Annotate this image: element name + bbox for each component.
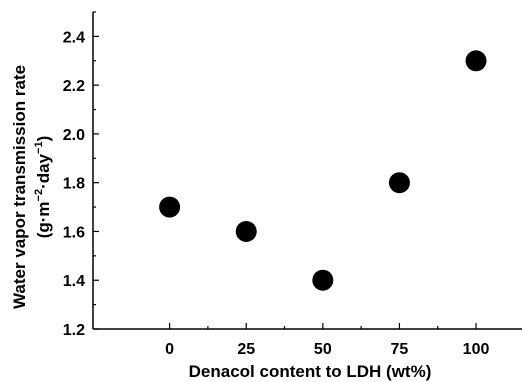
y-tick-label: 1.6 [63,224,85,241]
x-tick-label: 75 [391,341,409,358]
y-axis-title-line2: (g·m−2·day−1) [33,136,53,239]
axes: 1.2 1.4 1.6 1.8 2.0 2.2 2.4 0 25 50 75 100 [63,11,522,358]
data-point [312,269,334,291]
y-tick-label: 1.8 [63,176,85,193]
x-tick-label: 50 [314,341,332,358]
x-tick-label: 25 [237,341,255,358]
data-point [388,172,410,194]
data-point [465,50,487,72]
data-points [159,50,487,291]
y-tick-label: 2.0 [63,127,85,144]
data-point [235,220,257,242]
x-tick-label: 0 [165,341,174,358]
y-axis-title-line1: Water vapor transmission rate [10,65,29,309]
x-axis-title: Denacol content to LDH (wt%) [189,362,432,381]
y-tick-label: 2.4 [63,29,85,46]
axis-titles: Denacol content to LDH (wt%) Water vapor… [10,65,431,381]
y-tick-label: 1.2 [63,322,85,339]
y-tick-label: 2.2 [63,78,85,95]
y-tick-label: 1.4 [63,273,85,290]
x-tick-label: 100 [463,341,490,358]
data-point [159,196,181,218]
